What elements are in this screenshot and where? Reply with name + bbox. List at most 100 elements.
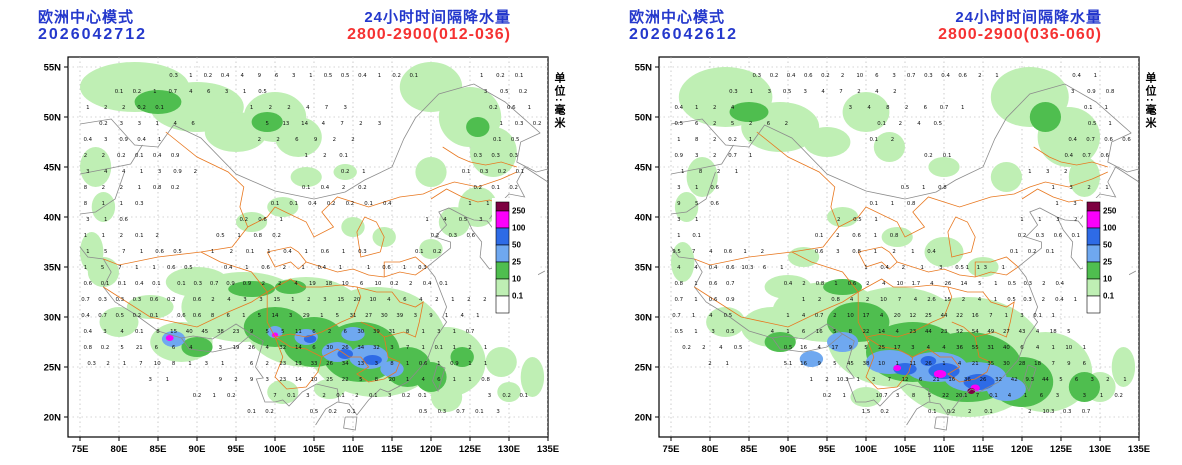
svg-text:0.1: 0.1: [439, 281, 448, 287]
svg-text:45: 45: [847, 361, 854, 367]
svg-text:27: 27: [365, 313, 372, 319]
svg-text:0.5: 0.5: [341, 73, 350, 79]
svg-text:0.2: 0.2: [392, 73, 401, 79]
svg-text:0.3: 0.3: [449, 233, 458, 239]
svg-text:1: 1: [694, 281, 697, 287]
svg-text:12: 12: [909, 313, 916, 319]
svg-text:0.4: 0.4: [308, 201, 317, 207]
svg-text:1: 1: [864, 265, 867, 271]
svg-text:0.8: 0.8: [852, 249, 861, 255]
lon-tick-label: 130E: [1089, 444, 1111, 455]
lon-tick-label: 90E: [189, 444, 206, 455]
svg-text:39: 39: [396, 313, 403, 319]
svg-text:0.2: 0.2: [924, 153, 933, 159]
svg-text:0.5: 0.5: [783, 89, 792, 95]
svg-text:1: 1: [911, 249, 914, 255]
svg-text:0.4: 0.4: [1068, 137, 1077, 143]
svg-text:1: 1: [966, 265, 969, 271]
svg-text:0.2: 0.2: [227, 393, 236, 399]
svg-text:0.7: 0.7: [456, 409, 465, 415]
svg-text:0.3: 0.3: [133, 297, 142, 303]
svg-text:0.9: 0.9: [119, 137, 128, 143]
svg-text:0.1: 0.1: [289, 201, 298, 207]
svg-text:0.6: 0.6: [150, 297, 159, 303]
lon-tick-label: 105E: [894, 444, 916, 455]
svg-text:3: 3: [1056, 393, 1059, 399]
svg-text:7: 7: [122, 249, 125, 255]
svg-text:2: 2: [857, 89, 860, 95]
svg-text:0.1: 0.1: [1010, 249, 1019, 255]
svg-text:1: 1: [140, 249, 143, 255]
svg-text:1: 1: [1020, 217, 1023, 223]
svg-text:0.8: 0.8: [153, 185, 162, 191]
svg-text:17: 17: [831, 345, 838, 351]
svg-text:0.4: 0.4: [880, 265, 889, 271]
svg-text:2: 2: [355, 393, 358, 399]
svg-text:1: 1: [786, 329, 789, 335]
svg-text:4: 4: [189, 89, 193, 95]
svg-text:1: 1: [1083, 345, 1086, 351]
svg-text:0.1: 0.1: [1046, 249, 1055, 255]
svg-text:3: 3: [677, 185, 680, 191]
svg-text:28: 28: [1019, 361, 1026, 367]
svg-text:0.2: 0.2: [204, 73, 213, 79]
unit-label: 单位:毫米: [1144, 72, 1156, 130]
svg-text:10.7: 10.7: [876, 393, 888, 399]
lon-tick-label: 80E: [111, 444, 128, 455]
svg-text:5: 5: [101, 265, 104, 271]
lat-tick-label: 20N: [44, 413, 62, 424]
svg-text:0.1: 0.1: [435, 345, 444, 351]
svg-text:3: 3: [437, 329, 440, 335]
svg-text:1: 1: [237, 233, 240, 239]
svg-text:2: 2: [483, 297, 486, 303]
svg-text:1: 1: [1051, 313, 1054, 319]
svg-text:0.5: 0.5: [459, 217, 468, 223]
svg-text:17: 17: [894, 345, 901, 351]
svg-text:6: 6: [767, 121, 771, 127]
svg-text:0.2: 0.2: [823, 393, 832, 399]
svg-text:0.3: 0.3: [116, 297, 125, 303]
svg-text:0.2: 0.2: [346, 201, 355, 207]
svg-text:0.7: 0.7: [169, 89, 178, 95]
lon-tick-label: 100E: [855, 444, 877, 455]
svg-text:1: 1: [301, 265, 304, 271]
legend-cell: [1086, 295, 1101, 314]
svg-text:1: 1: [86, 249, 89, 255]
svg-text:0.6: 0.6: [321, 249, 330, 255]
svg-text:4: 4: [189, 345, 193, 351]
svg-text:0.7: 0.7: [1082, 153, 1091, 159]
lat-tick-label: 50N: [635, 113, 653, 124]
svg-text:0.6: 0.6: [258, 217, 267, 223]
svg-text:2: 2: [234, 377, 237, 383]
svg-text:0.2: 0.2: [1018, 233, 1027, 239]
svg-text:14: 14: [301, 121, 308, 127]
svg-text:4: 4: [322, 121, 326, 127]
svg-text:8: 8: [375, 377, 379, 383]
svg-text:0.6: 0.6: [848, 281, 857, 287]
lon-tick-label: 115E: [381, 444, 403, 455]
svg-text:0.1: 0.1: [493, 137, 502, 143]
legend-tick-label: 100: [512, 224, 526, 233]
svg-text:3: 3: [225, 89, 228, 95]
svg-text:30: 30: [326, 345, 333, 351]
lat-tick-label: 25N: [44, 363, 62, 374]
lat-tick-label: 35N: [44, 263, 62, 274]
svg-text:8: 8: [849, 329, 853, 335]
svg-text:4: 4: [802, 313, 806, 319]
svg-text:0.5: 0.5: [734, 345, 743, 351]
svg-text:0.4: 0.4: [283, 249, 292, 255]
svg-text:1: 1: [480, 73, 483, 79]
svg-text:6: 6: [275, 73, 279, 79]
svg-text:1: 1: [188, 361, 191, 367]
svg-text:0.4: 0.4: [84, 329, 93, 335]
svg-text:2: 2: [258, 137, 261, 143]
svg-text:2: 2: [1028, 409, 1031, 415]
lon-tick-label: 120E: [420, 444, 442, 455]
svg-text:36: 36: [956, 345, 963, 351]
svg-text:2: 2: [802, 281, 805, 287]
svg-text:3: 3: [896, 393, 899, 399]
svg-text:5: 5: [833, 361, 836, 367]
svg-text:1: 1: [486, 201, 489, 207]
svg-text:1: 1: [362, 169, 365, 175]
lon-tick-label: 90E: [780, 444, 797, 455]
